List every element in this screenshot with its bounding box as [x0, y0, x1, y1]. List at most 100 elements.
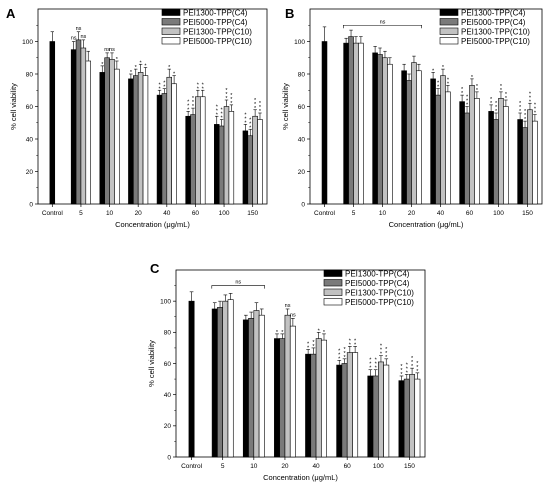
bar — [527, 109, 533, 205]
bar — [142, 75, 149, 205]
bar — [383, 364, 390, 458]
significance-label: ns — [285, 303, 291, 309]
significance-label: * — [116, 57, 119, 63]
bar — [109, 59, 115, 205]
legend-swatch — [323, 298, 343, 306]
significance-label: * — [101, 62, 104, 68]
significance-label: * — [442, 65, 445, 71]
significance-label: * — [130, 70, 133, 76]
significance-label: * — [338, 352, 341, 358]
legend-label: PEI1300-TPP(C4) — [461, 8, 526, 17]
significance-label: * — [158, 86, 161, 92]
significance-label: * — [192, 104, 195, 110]
x-tick-label: 10 — [106, 210, 114, 217]
bar — [493, 119, 499, 205]
significance-label: * — [354, 342, 357, 348]
significance-label: * — [461, 87, 464, 93]
significance-label: * — [187, 103, 190, 109]
significance-label: * — [216, 108, 219, 114]
legend-label: PEI1300-TPP(C10) — [183, 27, 252, 36]
significance-label: * — [230, 101, 233, 107]
bar — [223, 106, 230, 205]
bar — [398, 380, 405, 458]
significance-label: * — [307, 341, 310, 347]
significance-label: * — [369, 358, 372, 364]
significance-label: * — [230, 97, 233, 103]
significance-label: * — [343, 355, 346, 361]
y-tick-label: 100 — [160, 298, 171, 305]
bar — [248, 318, 255, 458]
chart-panel-b: B 0 20 40 60 80 100 % cell viability Concentrati… — [281, 6, 543, 229]
bar — [242, 319, 249, 458]
significance-label: * — [385, 351, 388, 357]
significance-label: * — [158, 82, 161, 88]
significance-label: * — [197, 82, 200, 88]
significance-label: * — [411, 360, 414, 366]
bar — [401, 70, 407, 205]
significance-label: * — [400, 364, 403, 370]
significance-label: * — [529, 91, 532, 97]
y-axis-label: % cell viability — [147, 340, 156, 387]
y-tick-label: 60 — [164, 361, 172, 368]
significance-label: ns — [109, 47, 115, 53]
significance-bracket — [343, 24, 422, 29]
x-tick-label: 5 — [352, 210, 356, 217]
significance-label: * — [495, 105, 498, 111]
bar — [517, 119, 523, 205]
bar — [377, 54, 383, 205]
y-tick-label: 40 — [164, 392, 172, 399]
significance-label: * — [349, 338, 352, 344]
significance-label: * — [259, 101, 262, 107]
significance-label: * — [249, 125, 252, 131]
bar — [284, 314, 291, 458]
legend-label: PEI5000-TPP(C10) — [183, 37, 252, 46]
panel-letter: C — [150, 261, 160, 276]
x-tick-label: 20 — [281, 463, 289, 470]
significance-label: * — [202, 86, 205, 92]
legend-label: PEI1300-TPP(C10) — [345, 288, 414, 297]
panel-letter: A — [6, 6, 16, 21]
legend-swatch — [161, 37, 181, 45]
significance-label: * — [369, 362, 372, 368]
bar — [352, 352, 359, 458]
y-tick-label: 60 — [298, 104, 306, 111]
significance-label: * — [225, 92, 228, 98]
bar — [185, 115, 191, 205]
legend-swatch — [323, 269, 343, 277]
legend-swatch — [161, 27, 181, 35]
significance-label: ns — [71, 36, 77, 42]
bar — [137, 72, 144, 205]
significance-label: * — [187, 99, 190, 105]
bar — [247, 135, 253, 205]
significance-label: * — [338, 348, 341, 354]
bar — [414, 378, 421, 458]
y-tick-label: 20 — [164, 423, 172, 430]
significance-label: ns — [290, 312, 296, 318]
significance-label: * — [447, 81, 450, 87]
significance-label: * — [466, 95, 469, 101]
bar — [228, 111, 235, 205]
legend-label: PEI5000-TPP(C4) — [345, 279, 410, 288]
x-tick-label: 10 — [250, 463, 258, 470]
significance-label: * — [529, 99, 532, 105]
x-tick-label: 20 — [408, 210, 416, 217]
legend: PEI1300-TPP(C4)PEI5000-TPP(C4)PEI1300-TP… — [161, 8, 252, 46]
x-axis-label: Concentration (μg/mL) — [389, 220, 464, 229]
bar — [289, 325, 296, 458]
significance-label: * — [476, 88, 479, 94]
bar — [200, 96, 206, 205]
bar — [274, 338, 280, 458]
x-tick-label: 100 — [373, 463, 384, 470]
bar — [411, 62, 417, 205]
significance-label: * — [225, 88, 228, 94]
significance-label: * — [534, 107, 537, 113]
significance-label: * — [461, 91, 464, 97]
y-tick-label: 0 — [29, 201, 33, 208]
y-tick-label: 20 — [26, 169, 34, 176]
significance-label: * — [380, 352, 383, 358]
significance-label: * — [519, 101, 522, 107]
bar — [253, 310, 260, 458]
significance-label: * — [230, 93, 233, 99]
significance-label: * — [323, 330, 326, 336]
x-tick-label: 40 — [163, 210, 171, 217]
